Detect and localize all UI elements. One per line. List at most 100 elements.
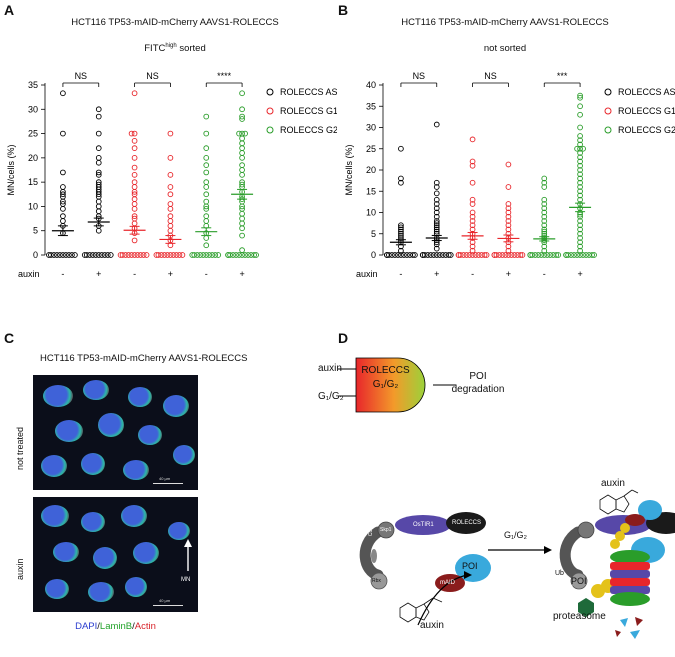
data-point [81,252,88,258]
data-point [239,130,245,137]
data-point [239,172,245,178]
data-point [60,218,66,224]
data-point [239,225,245,232]
data-point [591,252,597,258]
data-point [203,130,210,137]
data-point [83,252,90,258]
data-point [203,184,210,190]
d-cul1: Cul1 [368,525,375,537]
y-tick-label: 35 [366,101,376,111]
roleccs-shape [446,512,486,534]
data-point [227,252,233,258]
data-point [457,252,464,258]
data-point [469,222,476,229]
data-point [577,230,583,237]
data-point [589,252,595,258]
data-point [469,239,476,246]
data-point [384,252,390,258]
data-point [239,90,245,97]
data-point [98,252,105,258]
legend-label: ROLECCS AS [618,87,675,97]
data-point [203,169,210,176]
data-point [54,252,60,258]
data-point [541,201,548,207]
stain-sep1: / [97,621,100,632]
chart-a-subtitle-rest: sorted [176,43,206,55]
data-point [239,181,245,188]
label-not-treated: not treated [15,426,25,470]
data-point [95,159,102,166]
data-point [469,226,476,233]
y-axis-label: MN/cells (%) [6,144,16,195]
data-point [505,222,512,229]
data-point [191,252,198,258]
data-point [577,94,583,101]
data-point [95,208,102,215]
y-tick-label: 15 [28,177,38,187]
d-auxin-input: auxin [318,363,342,374]
data-point [541,222,548,229]
x-axis-row-label: auxin [18,269,40,279]
data-point [577,252,583,258]
y-tick-label: 10 [366,208,376,218]
data-point [577,218,583,224]
x-tick-label: - [471,269,474,279]
data-point [583,252,589,258]
legend-label: ROLECCS G1 [280,106,337,116]
data-point [463,252,470,258]
data-point [455,252,462,258]
data-point [541,218,548,224]
data-point [128,130,135,137]
data-point [131,201,138,207]
data-point [433,201,440,207]
cul1-scaffold-middle-icon [559,526,584,581]
data-point [505,213,512,220]
data-point [447,252,454,258]
data-point [131,220,138,227]
data-point [104,252,111,258]
x-tick-label: - [543,269,546,279]
data-point [131,191,138,198]
data-point [439,252,446,258]
scale-label-top: 40 µm [159,476,171,481]
data-point [253,252,259,258]
panel-a-letter: A [4,2,15,18]
data-point [176,252,183,258]
data-point [164,252,171,258]
legend-label: ROLECCS G1 [618,106,675,116]
label-auxin: auxin [15,558,25,580]
data-point [236,130,242,137]
data-point [60,206,66,212]
data-point [436,252,443,258]
data-point [167,155,174,161]
data-point [544,252,551,258]
data-point [538,252,545,258]
data-point [577,154,583,161]
data-point [519,252,526,258]
x-tick-label: + [96,269,101,279]
data-point [170,252,177,258]
stain-laminb: LaminB [99,621,133,632]
data-point [95,130,102,137]
data-point [203,252,210,258]
data-point [167,227,174,234]
data-point [167,201,174,207]
data-point [95,106,102,113]
data-point [508,252,515,258]
data-point [469,162,476,169]
chart-a-subtitle-sup: high [165,43,177,49]
data-point [577,213,583,220]
data-point [505,201,512,207]
data-point [505,209,512,216]
data-point [239,145,245,151]
stain-legend: DAPI/LaminB/Actin [33,621,198,632]
data-point [134,252,141,258]
data-point [46,252,52,258]
data-point [239,210,245,217]
x-tick-label: + [434,269,439,279]
data-point [541,252,548,258]
data-point [95,252,102,258]
data-point [577,137,583,144]
data-point [469,252,476,258]
data-point [577,103,583,110]
